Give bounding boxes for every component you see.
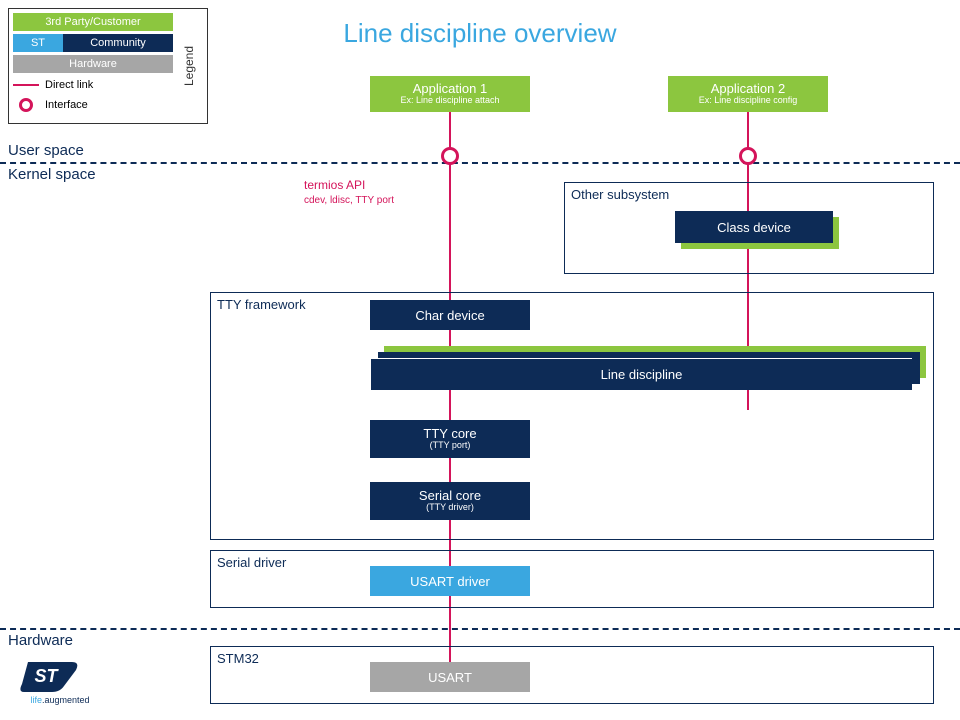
other-subsystem-text: Other subsystem (571, 187, 669, 202)
serial-core-title: Serial core (419, 489, 481, 503)
box-line-discipline: Line discipline (370, 358, 912, 390)
separator-user-kernel (0, 162, 960, 164)
legend-hardware: Hardware (13, 55, 173, 73)
usart-driver-text: USART driver (410, 574, 490, 589)
tty-core-sub: (TTY port) (430, 441, 471, 451)
label-user-space: User space (8, 142, 84, 159)
hardware-text: Hardware (8, 632, 73, 649)
termios-api-label: termios API cdev, ldisc, TTY port (304, 178, 394, 207)
char-device-text: Char device (415, 308, 484, 323)
app2-title: Application 2 (711, 82, 785, 96)
interface-app2 (739, 147, 757, 165)
box-tty-framework: TTY framework (210, 292, 934, 540)
box-stm32: STM32 (210, 646, 934, 704)
box-other-subsystem: Other subsystem Class device (564, 182, 934, 274)
usart-text: USART (428, 670, 472, 685)
box-char-device: Char device (370, 300, 530, 330)
label-hardware: Hardware (8, 632, 73, 649)
legend-st: ST (13, 34, 63, 52)
separator-kernel-hardware (0, 628, 960, 630)
label-kernel-space: Kernel space (8, 166, 96, 183)
box-serial-driver: Serial driver (210, 550, 934, 608)
user-space-text: User space (8, 142, 84, 159)
tty-framework-text: TTY framework (217, 297, 306, 312)
kernel-space-text: Kernel space (8, 166, 96, 183)
app1-title: Application 1 (413, 82, 487, 96)
stm32-label: STM32 (217, 651, 259, 666)
serial-driver-text: Serial driver (217, 555, 286, 570)
app2-sub: Ex: Line discipline config (699, 96, 798, 106)
st-logo-text: ST (34, 666, 59, 686)
legend-vertical-label: Legend (182, 46, 196, 86)
tty-framework-label: TTY framework (217, 297, 306, 312)
other-subsystem-label: Other subsystem (571, 187, 669, 202)
legend-interface-row: Interface (13, 96, 203, 114)
app1-sub: Ex: Line discipline attach (400, 96, 499, 106)
stm32-text: STM32 (217, 651, 259, 666)
line-discipline-text: Line discipline (601, 367, 683, 382)
box-serial-core: Serial core (TTY driver) (370, 482, 530, 520)
box-tty-core: TTY core (TTY port) (370, 420, 530, 458)
legend-3rd-party-label: 3rd Party/Customer (45, 16, 140, 28)
legend-interface-icon (19, 98, 33, 112)
box-application-2: Application 2 Ex: Line discipline config (668, 76, 828, 112)
title-text: Line discipline overview (343, 18, 616, 48)
st-logo: ST life.augmented (20, 654, 100, 705)
legend-interface-label: Interface (45, 99, 88, 111)
legend-community-label: Community (90, 37, 146, 49)
legend-st-label: ST (31, 37, 45, 49)
serial-driver-label: Serial driver (217, 555, 286, 570)
class-device-text: Class device (717, 220, 791, 235)
box-usart-driver: USART driver (370, 566, 530, 596)
box-class-device: Class device (675, 211, 833, 243)
legend-direct-link-line (13, 84, 39, 86)
serial-core-sub: (TTY driver) (426, 503, 474, 513)
st-tagline: life.augmented (20, 695, 100, 705)
termios-sub: cdev, ldisc, TTY port (304, 194, 394, 207)
termios-title: termios API (304, 178, 394, 194)
st-logo-icon: ST (20, 654, 90, 694)
box-usart: USART (370, 662, 530, 692)
legend-direct-link-label: Direct link (45, 79, 93, 91)
legend-community: Community (63, 34, 173, 52)
legend-hardware-label: Hardware (69, 58, 117, 70)
box-application-1: Application 1 Ex: Line discipline attach (370, 76, 530, 112)
legend-label-text: Legend (182, 46, 196, 86)
legend: 3rd Party/Customer ST Community Hardware… (8, 8, 208, 124)
tty-core-title: TTY core (423, 427, 476, 441)
legend-3rd-party: 3rd Party/Customer (13, 13, 173, 31)
interface-app1 (441, 147, 459, 165)
legend-direct-link-row: Direct link (13, 77, 203, 93)
